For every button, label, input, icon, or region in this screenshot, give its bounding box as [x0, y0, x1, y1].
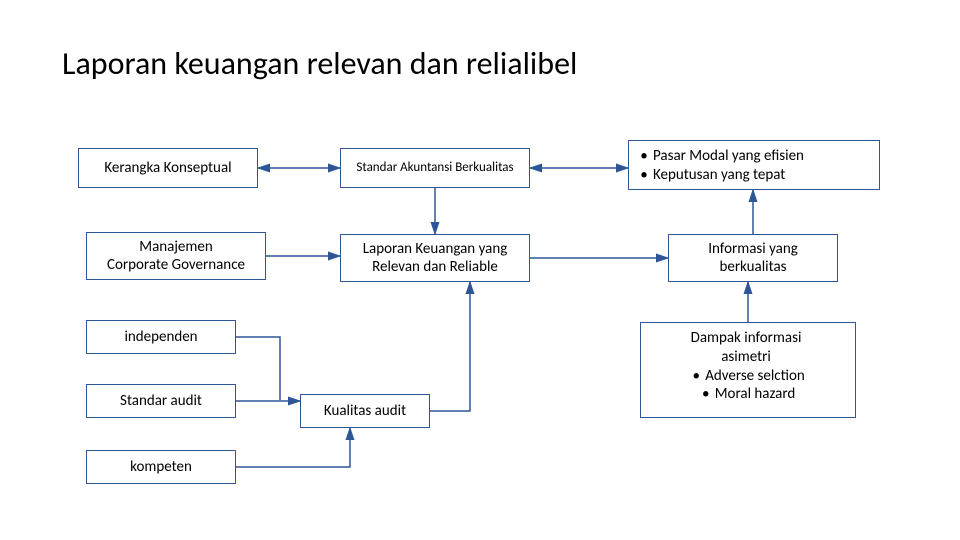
node-informasi: Informasi yangberkualitas: [668, 234, 838, 282]
node-label: Informasi yangberkualitas: [708, 240, 798, 276]
node-label: Standar audit: [120, 392, 202, 410]
node-standar-audit: Standar audit: [86, 384, 236, 418]
node-label: independen: [124, 328, 197, 346]
node-kualitas-audit: Kualitas audit: [300, 394, 430, 428]
node-label: Standar Akuntansi Berkualitas: [356, 160, 513, 176]
node-manajemen: ManajemenCorporate Governance: [86, 232, 266, 280]
node-label: Laporan Keuangan yangRelevan dan Reliabl…: [363, 240, 508, 276]
node-kerangka: Kerangka Konseptual: [78, 148, 258, 188]
node-laporan: Laporan Keuangan yangRelevan dan Reliabl…: [340, 234, 530, 282]
node-label: ManajemenCorporate Governance: [107, 238, 245, 274]
node-label: Kualitas audit: [324, 402, 406, 420]
node-standar-akuntansi: Standar Akuntansi Berkualitas: [340, 148, 530, 188]
node-dampak-asimetri: Dampak informasiasimetri•Adverse selctio…: [640, 322, 856, 418]
node-kompeten: kompeten: [86, 450, 236, 484]
node-pasar-modal: •Pasar Modal yang efisien•Keputusan yang…: [628, 140, 880, 190]
node-label: kompeten: [130, 458, 192, 476]
node-independen: independen: [86, 320, 236, 354]
node-label: Kerangka Konseptual: [104, 159, 231, 177]
page-title: Laporan keuangan relevan dan relialibel: [62, 44, 577, 83]
